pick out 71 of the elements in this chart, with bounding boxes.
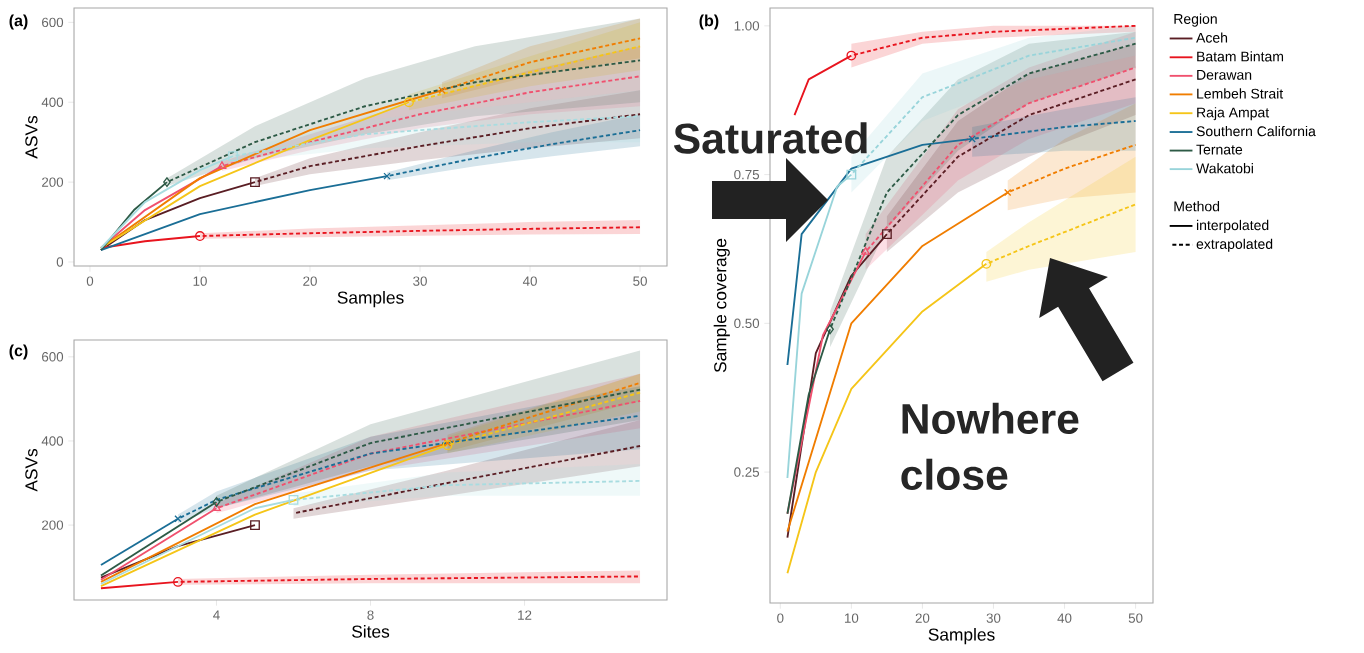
point [250, 177, 260, 188]
y-tick-label: 200 [42, 177, 64, 187]
text: extrapolated [1196, 238, 1273, 252]
x-tick-label: 12 [518, 610, 532, 620]
x-tick-label: 20 [303, 276, 317, 286]
x-axis-title: Samples [928, 627, 995, 645]
y-tick-label: 200 [42, 520, 64, 530]
x-tick-label: 10 [193, 276, 207, 286]
legend-label: Derawan [1197, 70, 1252, 80]
point [173, 576, 183, 587]
point [383, 172, 391, 180]
point [228, 151, 238, 162]
chart-title: (b) [699, 14, 719, 30]
point [404, 97, 414, 108]
x-tick-label: 40 [522, 276, 537, 286]
point [438, 86, 446, 94]
x-tick-label: 40 [1057, 613, 1072, 623]
x-axis-title: Sites [352, 624, 390, 638]
point [846, 50, 857, 61]
point [1004, 188, 1012, 197]
x-tick-label: 50 [1128, 613, 1143, 623]
x-tick-label: 20 [915, 613, 930, 623]
y-tick-label: 0.75 [734, 169, 760, 180]
y-tick-label: 0.25 [734, 467, 760, 477]
point [288, 494, 299, 505]
legend-label: Lembeh Strait [1197, 88, 1284, 99]
legend-label: Raja Ampat [1197, 107, 1270, 121]
point [861, 247, 870, 255]
point [881, 229, 892, 240]
point [442, 440, 453, 451]
y-tick-label: 0.50 [734, 318, 760, 329]
y-axis-title: Sample coverage [713, 238, 730, 373]
x-tick-label: 30 [413, 276, 427, 286]
x-tick-label: 0 [777, 613, 784, 623]
x-axis-title: Samples [337, 290, 404, 308]
x-tick-label: 30 [986, 613, 1001, 623]
y-tick-label: 400 [41, 436, 64, 446]
x-tick-label: 4 [213, 610, 220, 620]
annotation: Nowhere close [901, 402, 1079, 491]
point [174, 515, 182, 523]
legend-label: Ternate [1196, 144, 1243, 155]
point [217, 161, 227, 169]
x-tick-label: 8 [367, 610, 374, 620]
point [212, 503, 221, 512]
x-tick-label: 0 [86, 276, 94, 286]
y-tick-label: 400 [41, 97, 64, 107]
x-tick-label: 10 [844, 613, 859, 623]
legend-label: Batam Bintam [1197, 51, 1284, 62]
chart-title: (a) [9, 14, 28, 30]
y-axis-title: ASVs [25, 115, 38, 159]
y-tick-label: 0 [56, 257, 64, 267]
y-tick-label: 1.00 [734, 21, 760, 31]
legend-title: Region [1174, 13, 1217, 27]
point [981, 258, 992, 269]
legend-label: Aceh [1196, 32, 1228, 43]
chart-title: (c) [9, 344, 28, 360]
text: interpolated [1196, 219, 1269, 233]
text: Method [1174, 201, 1220, 212]
point [163, 177, 171, 188]
point [212, 497, 221, 507]
point [195, 231, 205, 241]
y-axis-title: ASVs [25, 448, 38, 492]
legend-label: Wakatobi [1196, 163, 1253, 174]
y-tick-label: 600 [42, 17, 64, 28]
x-tick-label: 50 [633, 276, 647, 286]
annotation: Saturated [673, 122, 867, 154]
point [826, 324, 834, 335]
point [846, 169, 857, 180]
legend-label: Southern California [1196, 125, 1316, 137]
y-tick-label: 600 [42, 352, 64, 362]
point [250, 520, 260, 531]
